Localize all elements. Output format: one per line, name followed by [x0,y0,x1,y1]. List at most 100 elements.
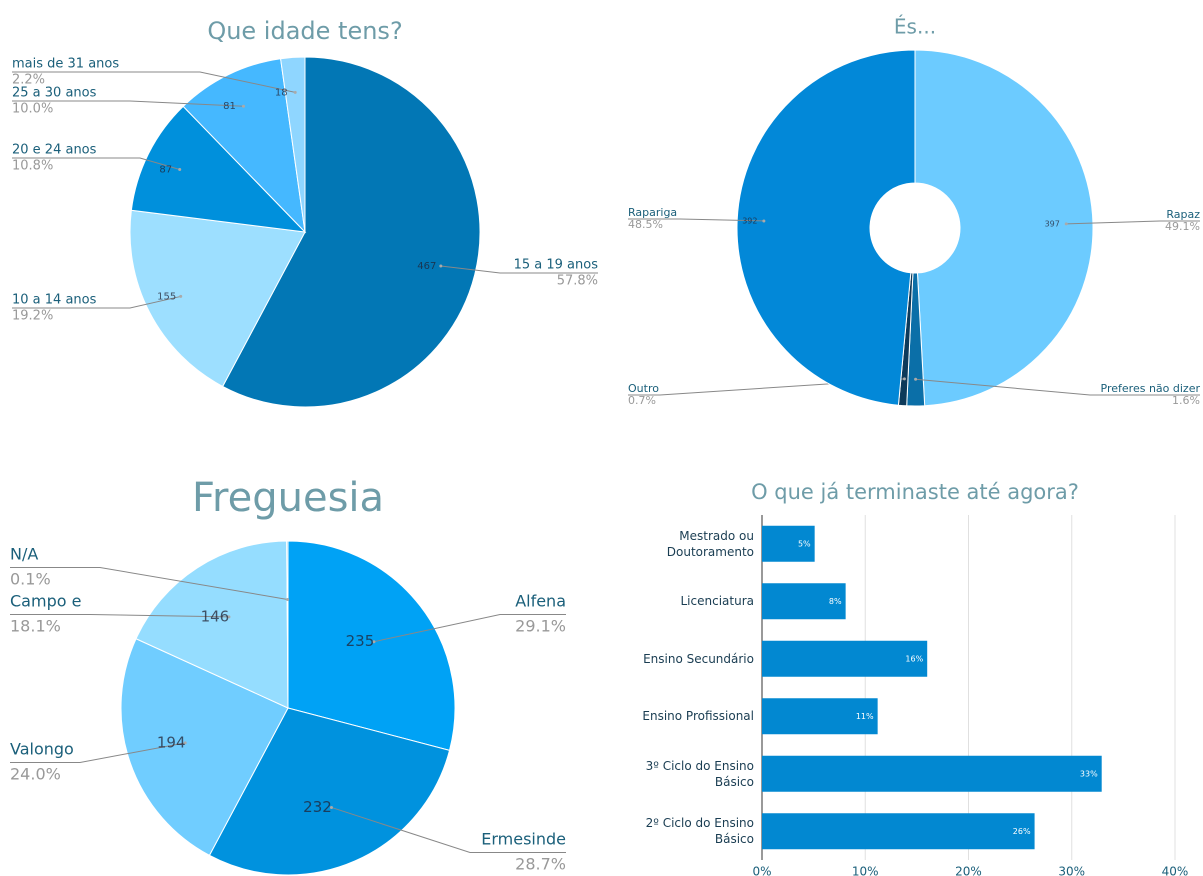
category-label: 3º Ciclo do Ensino Básico [645,758,754,789]
chart-title: O que já terminaste até agora? [751,480,1079,504]
bar-value-label: 11% [856,712,874,721]
leader-dot [179,294,183,298]
leader-dot [914,377,918,381]
leader-dot [762,219,766,223]
category-label: 2º Ciclo do Ensino Básico [645,816,754,847]
leader-line [12,100,244,107]
slice-name: 10 a 14 anos [12,293,97,308]
leader-line [10,614,229,618]
slice-percent: 57.8% [557,274,598,289]
leader-dot [1064,222,1068,226]
leader-line [12,71,296,93]
slice-name: Alfena [515,592,566,611]
slice [129,209,306,388]
leader-line [12,157,180,170]
leader-dot [183,741,187,745]
category-label: Licenciatura [680,594,755,609]
bar-value-label: 26% [1013,827,1031,836]
slice-percent: 0.1% [10,570,51,589]
leader-line [628,378,905,396]
slice-percent: 24.0% [10,765,61,784]
bar-value-label: 16% [905,654,923,663]
bar [762,698,878,735]
slice-percent: 0.7% [628,394,656,407]
slice-value: 392 [742,216,757,225]
slice-percent: 29.1% [515,617,566,636]
chart-title: Freguesia [192,475,384,521]
leader-dot [178,168,182,172]
slice-name: N/A [10,545,38,564]
leader-line [915,378,1200,396]
slice-name: 15 a 19 anos [514,258,599,273]
x-tick-label: 20% [955,865,982,876]
category-label: Ensino Secundário [643,651,754,666]
x-tick-label: 40% [1162,865,1189,876]
slice-name: 20 e 24 anos [12,143,97,158]
slice-percent: 2.2% [12,73,45,88]
leader-dot [902,377,906,381]
leader-dot [329,805,333,809]
slice-value: 194 [157,733,186,751]
slice [286,540,289,709]
slice-percent: 28.7% [515,855,566,874]
slice-percent: 10.0% [12,102,53,117]
slice-percent: 49.1% [1165,220,1200,233]
slice-value: 235 [346,632,375,650]
slice-name: Rapariga [628,206,677,219]
slice [135,540,289,709]
slice [130,105,307,233]
slice-name: 25 a 30 anos [12,86,97,101]
leader-line [373,614,566,643]
slice-percent: 18.1% [10,617,61,636]
slice-name: Preferes não dizer [1101,382,1201,395]
leader-line [440,265,598,274]
bar [762,583,846,620]
slice-percent: 19.2% [12,309,53,324]
slice-value: 87 [159,165,172,176]
slice [221,56,481,408]
slice-percent: 1.6% [1172,394,1200,407]
slice-value: 232 [303,798,332,816]
bar [762,525,815,562]
slice-name: Ermesinde [481,830,566,849]
leader-dot [241,104,245,108]
slice-value: 155 [157,291,176,302]
x-tick-label: 30% [1058,865,1085,876]
slice [208,707,451,876]
bar [762,813,1035,850]
slice [736,49,916,406]
chart-title: És... [894,15,936,39]
slice-percent: 48.5% [628,218,663,231]
slice-value: 397 [1045,219,1060,228]
slice-value: 146 [201,607,230,625]
slice-value: 81 [223,101,236,112]
leader-dot [372,640,376,644]
leader-line [628,218,764,222]
leader-line [10,567,288,600]
leader-dot [439,264,443,268]
leader-line [10,742,186,763]
slice [914,49,1094,407]
category-label: Mestrado ou Doutoramento [666,528,754,559]
chart-title: Que idade tens? [207,17,402,45]
slice-name: Valongo [10,740,74,759]
leader-dot [286,597,290,601]
leader-line [1066,220,1200,225]
category-label: Ensino Profissional [642,709,754,724]
slice-percent: 10.8% [12,159,53,174]
slice [280,56,306,233]
slice-name: Outro [628,382,659,395]
x-tick-label: 0% [752,865,771,876]
slice [120,638,289,857]
slice-name: Rapaz [1166,208,1200,221]
leader-line [331,806,566,853]
leader-line [12,295,181,309]
slice-value: 467 [417,261,436,272]
x-tick-label: 10% [852,865,879,876]
bar [762,755,1102,792]
bar-value-label: 33% [1080,769,1098,778]
slice-name: Campo e [10,592,81,611]
leader-dot [293,90,297,94]
slice [287,540,456,751]
